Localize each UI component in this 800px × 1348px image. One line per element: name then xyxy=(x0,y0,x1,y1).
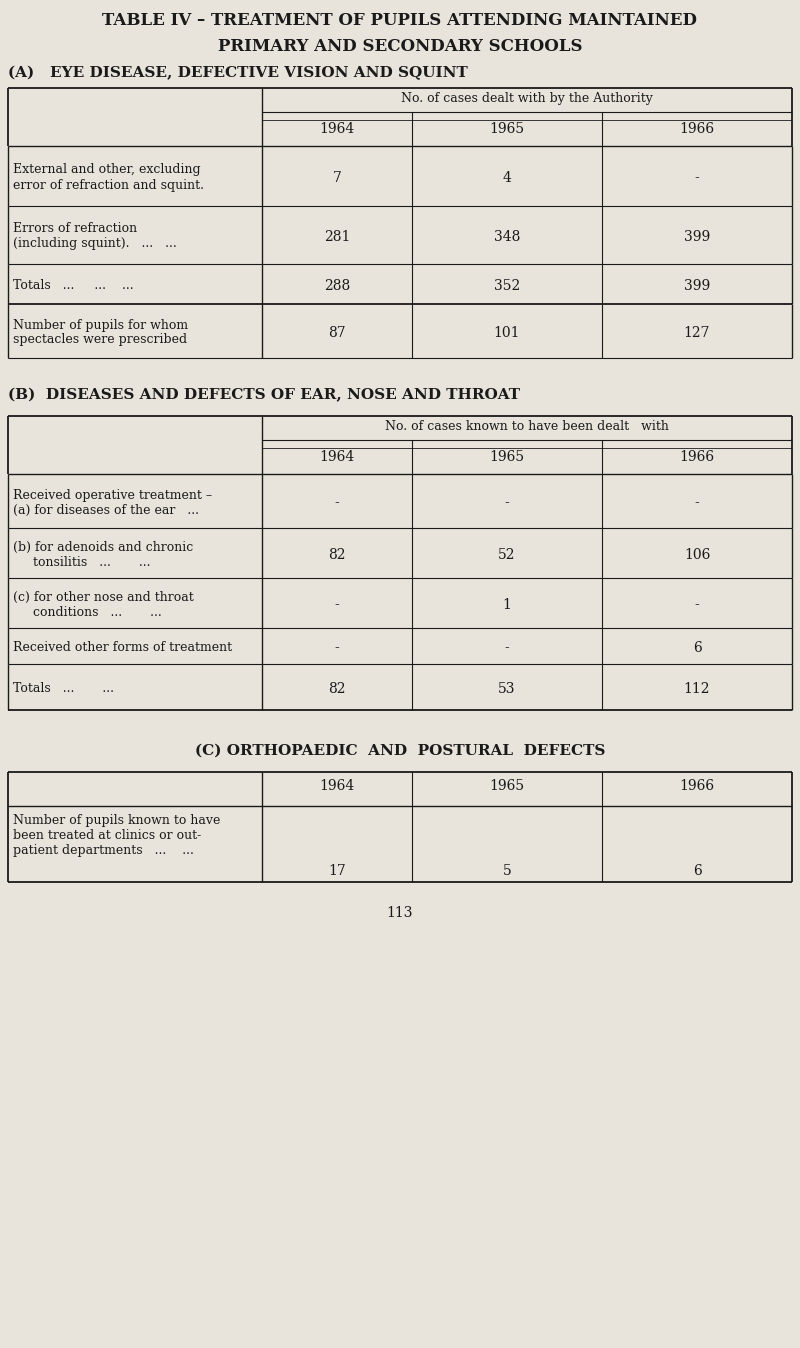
Text: (C) ORTHOPAEDIC  AND  POSTURAL  DEFECTS: (C) ORTHOPAEDIC AND POSTURAL DEFECTS xyxy=(195,744,605,758)
Text: 87: 87 xyxy=(328,326,346,340)
Text: -: - xyxy=(505,642,510,655)
Text: 1965: 1965 xyxy=(490,450,525,464)
Text: Totals   ...     ...    ...: Totals ... ... ... xyxy=(13,279,134,293)
Text: -: - xyxy=(505,496,510,510)
Text: tonsilitis   ...       ...: tonsilitis ... ... xyxy=(13,555,150,569)
Text: 82: 82 xyxy=(328,682,346,696)
Text: 399: 399 xyxy=(684,279,710,293)
Text: 7: 7 xyxy=(333,171,342,185)
Text: 5: 5 xyxy=(502,864,511,878)
Text: 53: 53 xyxy=(498,682,516,696)
Text: patient departments   ...    ...: patient departments ... ... xyxy=(13,844,194,857)
Text: conditions   ...       ...: conditions ... ... xyxy=(13,605,162,619)
Text: Received operative treatment –: Received operative treatment – xyxy=(13,488,212,501)
Text: 1964: 1964 xyxy=(319,779,354,793)
Text: Number of pupils known to have: Number of pupils known to have xyxy=(13,814,220,828)
Text: 4: 4 xyxy=(502,171,511,185)
Text: 399: 399 xyxy=(684,231,710,244)
Text: 348: 348 xyxy=(494,231,520,244)
Text: 1966: 1966 xyxy=(679,450,714,464)
Text: 288: 288 xyxy=(324,279,350,293)
Text: (b) for adenoids and chronic: (b) for adenoids and chronic xyxy=(13,541,194,554)
Text: -: - xyxy=(694,496,699,510)
Text: -: - xyxy=(694,171,699,185)
Text: -: - xyxy=(334,642,339,655)
Text: (including squint).   ...   ...: (including squint). ... ... xyxy=(13,237,177,251)
Text: 1966: 1966 xyxy=(679,123,714,136)
Text: 1964: 1964 xyxy=(319,450,354,464)
Text: error of refraction and squint.: error of refraction and squint. xyxy=(13,178,204,191)
Text: No. of cases known to have been dealt   with: No. of cases known to have been dealt wi… xyxy=(385,421,669,433)
Text: 82: 82 xyxy=(328,549,346,562)
Text: 112: 112 xyxy=(684,682,710,696)
Text: 1: 1 xyxy=(502,599,511,612)
Text: Number of pupils for whom: Number of pupils for whom xyxy=(13,318,188,332)
Text: 352: 352 xyxy=(494,279,520,293)
Text: 1965: 1965 xyxy=(490,779,525,793)
Text: 1965: 1965 xyxy=(490,123,525,136)
Text: PRIMARY AND SECONDARY SCHOOLS: PRIMARY AND SECONDARY SCHOOLS xyxy=(218,38,582,55)
Text: Received other forms of treatment: Received other forms of treatment xyxy=(13,642,232,654)
Text: 17: 17 xyxy=(328,864,346,878)
Text: been treated at clinics or out-: been treated at clinics or out- xyxy=(13,829,202,842)
Text: spectacles were prescribed: spectacles were prescribed xyxy=(13,333,187,346)
Text: (A)   EYE DISEASE, DEFECTIVE VISION AND SQUINT: (A) EYE DISEASE, DEFECTIVE VISION AND SQ… xyxy=(8,66,468,81)
Text: Totals   ...       ...: Totals ... ... xyxy=(13,682,114,696)
Text: 6: 6 xyxy=(693,642,702,655)
Text: 6: 6 xyxy=(693,864,702,878)
Text: (B)  DISEASES AND DEFECTS OF EAR, NOSE AND THROAT: (B) DISEASES AND DEFECTS OF EAR, NOSE AN… xyxy=(8,388,520,402)
Text: 52: 52 xyxy=(498,549,516,562)
Text: 101: 101 xyxy=(494,326,520,340)
Text: (a) for diseases of the ear   ...: (a) for diseases of the ear ... xyxy=(13,504,199,516)
Text: 1966: 1966 xyxy=(679,779,714,793)
Text: 106: 106 xyxy=(684,549,710,562)
Text: 113: 113 xyxy=(386,906,414,919)
Text: TABLE IV – TREATMENT OF PUPILS ATTENDING MAINTAINED: TABLE IV – TREATMENT OF PUPILS ATTENDING… xyxy=(102,12,698,30)
Text: 127: 127 xyxy=(684,326,710,340)
Text: No. of cases dealt with by the Authority: No. of cases dealt with by the Authority xyxy=(401,92,653,105)
Text: -: - xyxy=(334,496,339,510)
Text: -: - xyxy=(694,599,699,612)
Text: External and other, excluding: External and other, excluding xyxy=(13,163,201,177)
Text: -: - xyxy=(334,599,339,612)
Text: (c) for other nose and throat: (c) for other nose and throat xyxy=(13,590,194,604)
Text: 1964: 1964 xyxy=(319,123,354,136)
Text: Errors of refraction: Errors of refraction xyxy=(13,222,137,236)
Text: 281: 281 xyxy=(324,231,350,244)
